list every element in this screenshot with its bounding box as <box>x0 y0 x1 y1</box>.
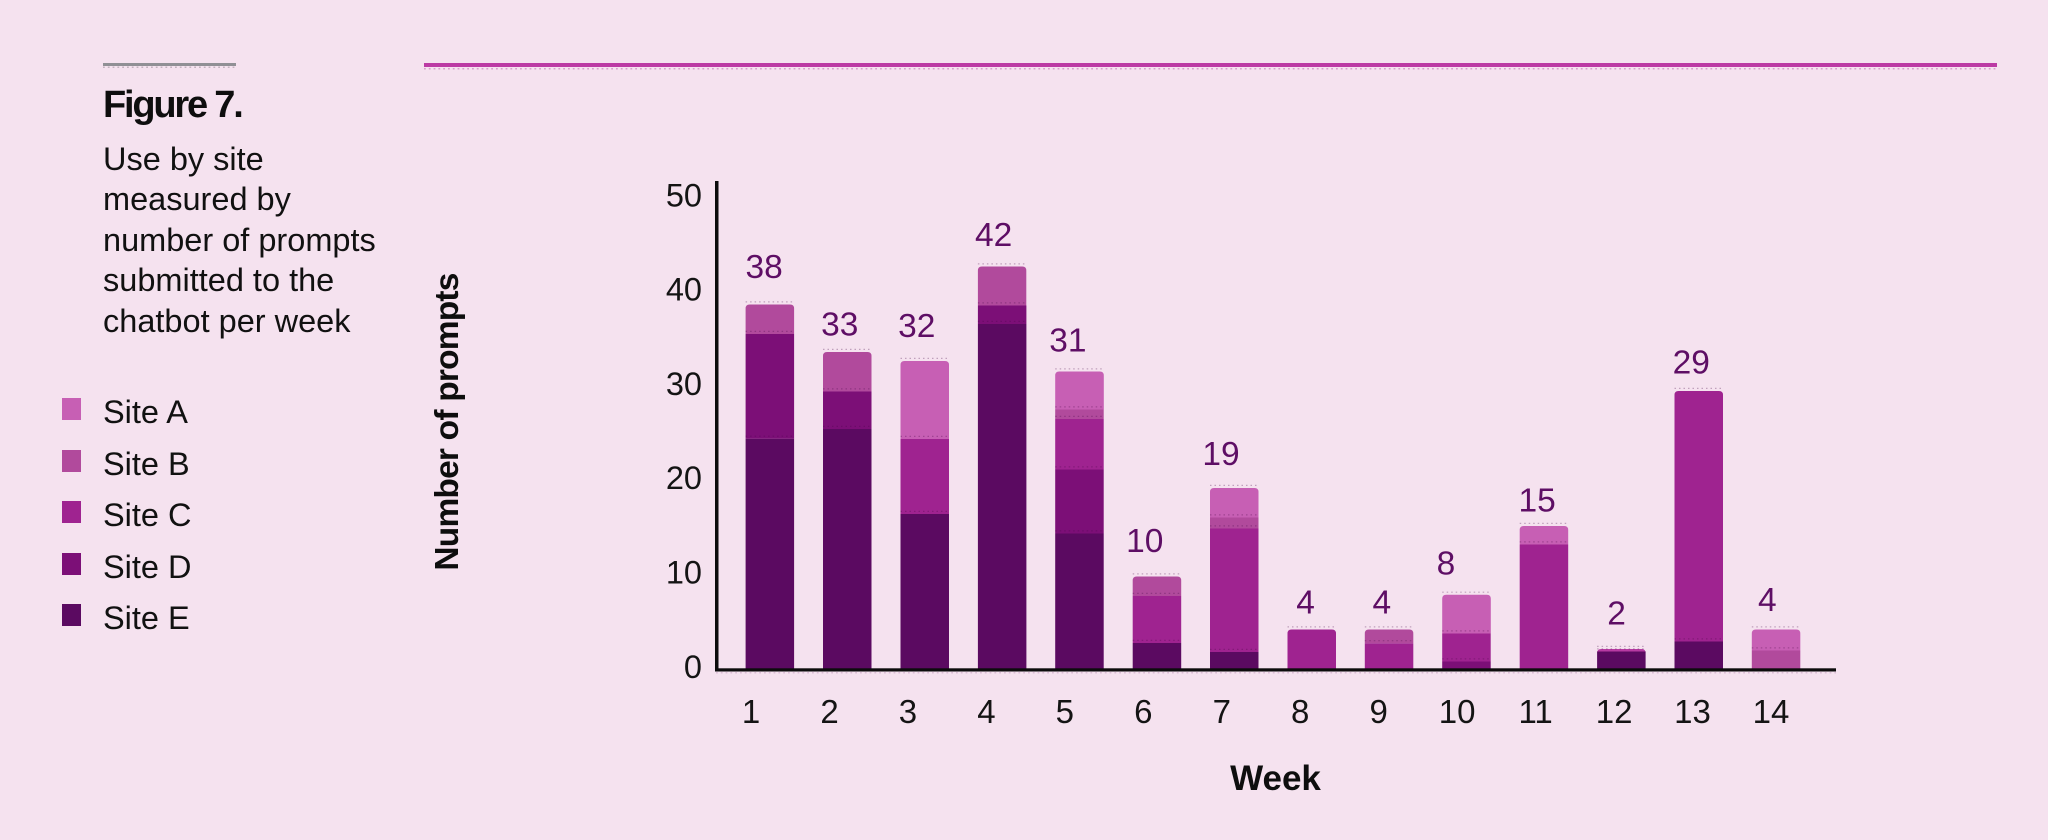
svg-text:32: 32 <box>898 308 935 345</box>
svg-text:13: 13 <box>1674 693 1711 730</box>
svg-text:38: 38 <box>745 249 782 286</box>
svg-text:31: 31 <box>1049 322 1086 359</box>
svg-text:6: 6 <box>1134 693 1152 730</box>
svg-text:4: 4 <box>1296 585 1315 622</box>
svg-text:30: 30 <box>666 366 702 402</box>
svg-text:7: 7 <box>1213 693 1231 730</box>
svg-text:8: 8 <box>1437 545 1456 582</box>
svg-text:10: 10 <box>1126 523 1163 560</box>
svg-text:33: 33 <box>821 307 858 344</box>
svg-text:9: 9 <box>1370 693 1388 730</box>
svg-text:2: 2 <box>1607 596 1626 633</box>
svg-text:4: 4 <box>1372 585 1391 622</box>
svg-text:3: 3 <box>899 693 917 730</box>
svg-text:29: 29 <box>1673 344 1710 381</box>
svg-text:10: 10 <box>666 555 702 591</box>
svg-text:Week: Week <box>1230 759 1321 798</box>
svg-text:4: 4 <box>1758 582 1777 619</box>
svg-text:20: 20 <box>666 460 702 496</box>
svg-text:42: 42 <box>975 217 1012 254</box>
svg-text:5: 5 <box>1056 693 1074 730</box>
svg-text:1: 1 <box>742 693 760 730</box>
svg-text:19: 19 <box>1202 436 1239 473</box>
svg-text:4: 4 <box>977 693 995 730</box>
svg-text:2: 2 <box>820 693 838 730</box>
svg-text:11: 11 <box>1518 693 1552 730</box>
svg-text:12: 12 <box>1596 693 1633 730</box>
svg-text:50: 50 <box>666 177 702 213</box>
svg-text:0: 0 <box>684 649 702 685</box>
svg-text:40: 40 <box>666 272 702 308</box>
svg-text:8: 8 <box>1291 693 1309 730</box>
svg-text:10: 10 <box>1439 693 1476 730</box>
svg-text:15: 15 <box>1518 483 1555 520</box>
svg-text:Number of prompts: Number of prompts <box>429 273 466 570</box>
svg-text:14: 14 <box>1753 693 1790 730</box>
